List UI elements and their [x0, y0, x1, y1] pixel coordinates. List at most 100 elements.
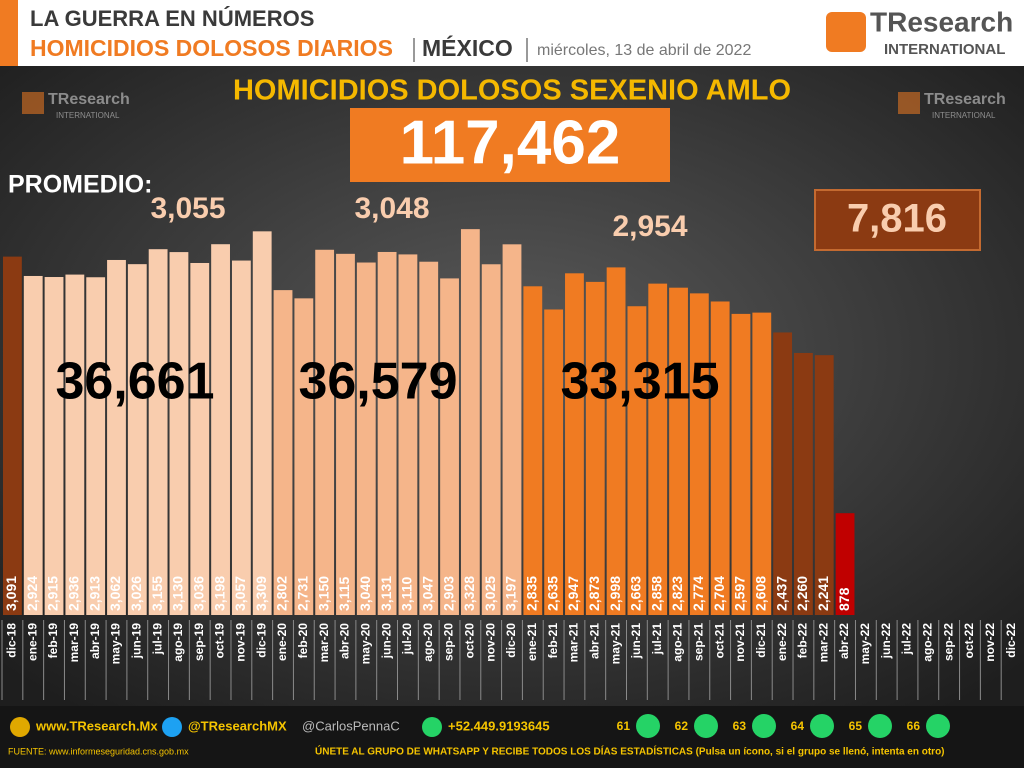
- bar: [627, 306, 647, 615]
- whatsapp-group-icon[interactable]: [810, 714, 834, 738]
- x-tick-label: ago-19: [171, 623, 185, 662]
- value-label: 878: [836, 587, 852, 611]
- x-tick-label: jul-22: [900, 623, 914, 656]
- bar: [419, 261, 439, 615]
- bar: [460, 229, 480, 615]
- bar: [606, 267, 626, 615]
- bar: [23, 275, 43, 615]
- x-tick-label: nov-19: [234, 623, 248, 662]
- bar: [731, 313, 751, 615]
- value-label: 3,025: [482, 576, 498, 611]
- bar: [502, 244, 522, 616]
- value-label: 2,437: [773, 576, 789, 611]
- value-label: 2,260: [794, 576, 810, 611]
- x-tick-label: abr-20: [338, 623, 352, 659]
- x-tick-label: may-22: [858, 623, 872, 665]
- whatsapp-group-icon[interactable]: [868, 714, 892, 738]
- value-label: 3,026: [128, 576, 144, 611]
- header-kicker: LA GUERRA EN NÚMEROS: [30, 6, 314, 31]
- average: 3,048: [354, 192, 429, 225]
- value-label: 3,328: [461, 576, 477, 611]
- bar: [273, 290, 293, 615]
- logo-icon: [22, 92, 44, 114]
- bar: [356, 262, 376, 615]
- average-box: [814, 189, 981, 251]
- x-tick-label: ago-22: [920, 623, 934, 662]
- bar: [544, 309, 564, 615]
- bar: [231, 260, 251, 615]
- x-tick-label: jun-20: [379, 623, 393, 660]
- logo-icon: [826, 12, 866, 52]
- x-tick-label: ene-21: [525, 623, 539, 661]
- x-tick-label: dic-18: [5, 623, 19, 658]
- x-tick-label: mar-21: [567, 623, 581, 663]
- footer-web[interactable]: www.TResearch.Mx: [35, 718, 158, 733]
- whatsapp-group-icon[interactable]: [694, 714, 718, 738]
- average: 3,055: [150, 192, 225, 225]
- bar: [377, 251, 397, 615]
- whatsapp-group-icon[interactable]: [926, 714, 950, 738]
- x-tick-label: sep-20: [442, 623, 456, 661]
- bar: [794, 352, 813, 615]
- footer-author[interactable]: @CarlosPennaC: [302, 718, 400, 733]
- value-label: 3,062: [107, 576, 123, 611]
- x-tick-label: dic-22: [1004, 623, 1018, 658]
- x-tick-label: jul-19: [150, 623, 164, 656]
- value-label: 3,309: [253, 576, 269, 611]
- x-tick-label: nov-22: [983, 623, 997, 662]
- x-tick-label: jun-19: [129, 623, 143, 660]
- whatsapp-group-icon[interactable]: [636, 714, 660, 738]
- x-tick-label: dic-21: [754, 623, 768, 658]
- bar: [648, 283, 668, 615]
- whatsapp-groups: 61 62 63 64 65 66: [617, 714, 950, 738]
- x-tick-label: oct-20: [463, 623, 477, 659]
- footer-bg: [0, 706, 1024, 768]
- watermark-right: TResearch INTERNATIONAL: [898, 91, 1006, 120]
- web-icon: [10, 717, 30, 737]
- value-label: 2,704: [711, 576, 727, 611]
- value-label: 3,130: [170, 576, 186, 611]
- group-total: 33,315: [560, 353, 719, 411]
- header-country: MÉXICO: [422, 34, 513, 61]
- whatsapp-group-icon[interactable]: [752, 714, 776, 738]
- x-tick-label: feb-20: [296, 623, 310, 659]
- footer-phone[interactable]: +52.449.9193645: [448, 718, 550, 733]
- x-tick-label: may-19: [109, 623, 123, 665]
- footer-invite: ÚNETE AL GRUPO DE WHATSAPP Y RECIBE TODO…: [315, 745, 945, 758]
- bar: [481, 264, 501, 615]
- value-label: 2,774: [690, 576, 706, 611]
- value-label: 3,057: [232, 576, 248, 611]
- value-label: 3,150: [315, 576, 331, 611]
- bar: [190, 262, 210, 615]
- x-tick-label: sep-22: [941, 623, 955, 661]
- total: 117,462: [400, 108, 621, 177]
- bar: [440, 278, 459, 615]
- average-label: PROMEDIO:: [8, 171, 152, 199]
- logo: TResearch: [48, 91, 130, 108]
- value-label: 2,823: [669, 576, 685, 611]
- bar: [336, 253, 355, 616]
- header-strip: [0, 0, 18, 66]
- x-tick-label: oct-21: [712, 623, 726, 659]
- logo-sub: INTERNATIONAL: [56, 111, 120, 120]
- bar: [252, 231, 272, 615]
- x-tick-label: jul-20: [400, 623, 414, 656]
- bar: [773, 332, 793, 615]
- bar: [398, 254, 418, 615]
- x-tick-label: abr-19: [88, 623, 102, 659]
- bar: [3, 256, 22, 615]
- watermark-left: TResearch INTERNATIONAL: [22, 91, 130, 120]
- value-label: 2,835: [524, 576, 540, 611]
- x-tick-label: may-21: [608, 623, 622, 665]
- group-number: 66: [907, 719, 921, 733]
- bar: [44, 277, 64, 615]
- value-label: 2,998: [607, 576, 623, 611]
- footer-twitter[interactable]: @TResearchMX: [188, 718, 287, 733]
- value-label: 2,635: [544, 576, 560, 611]
- group-number: 61: [617, 719, 631, 733]
- header-date: miércoles, 13 de abril de 2022: [537, 42, 751, 59]
- x-tick-label: feb-21: [546, 623, 560, 659]
- x-tick-label: nov-21: [733, 623, 747, 662]
